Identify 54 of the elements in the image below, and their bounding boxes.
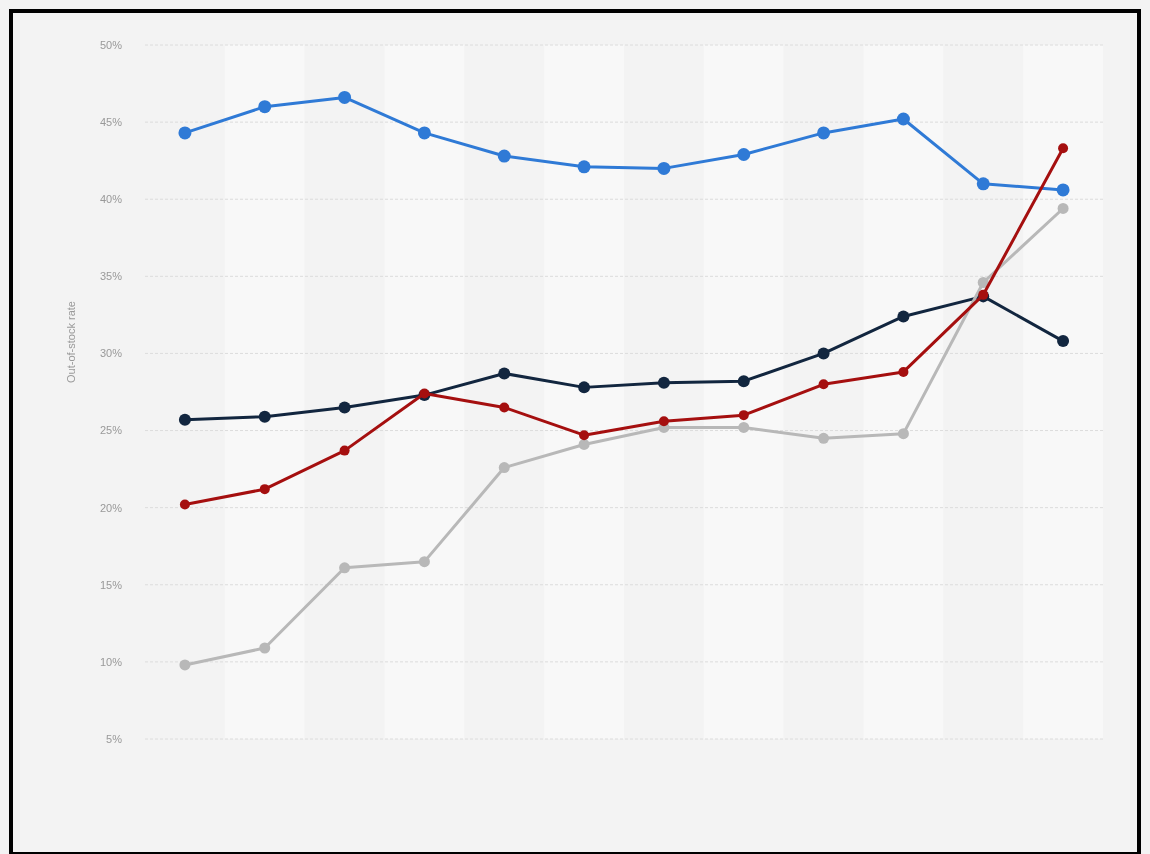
point [977, 277, 989, 288]
point [578, 381, 591, 394]
point [339, 445, 350, 456]
point [579, 430, 590, 441]
point [817, 126, 831, 140]
y-tick-label: 5% [106, 732, 123, 745]
point [657, 376, 670, 389]
point [738, 410, 749, 421]
point [1058, 143, 1069, 154]
point [417, 126, 431, 140]
point [1057, 335, 1070, 348]
point [179, 499, 190, 510]
y-tick-label: 35% [99, 270, 123, 283]
point [896, 112, 910, 126]
point [178, 126, 192, 140]
y-tick-label: 45% [99, 115, 123, 128]
point [658, 416, 669, 427]
y-tick-label: 30% [99, 347, 123, 360]
y-tick-label: 40% [99, 193, 123, 206]
point [818, 432, 830, 444]
point [577, 160, 591, 174]
point [738, 421, 750, 433]
point [258, 410, 271, 423]
point [259, 642, 271, 654]
point [498, 367, 511, 380]
point [976, 177, 990, 191]
point [737, 375, 750, 388]
point [498, 462, 510, 474]
y-tick-label: 50% [99, 38, 123, 51]
point [418, 556, 430, 568]
point [817, 347, 830, 360]
point [1057, 202, 1069, 214]
point [497, 149, 511, 163]
point [338, 90, 352, 104]
y-axis-title: Out-of-stock rate [65, 301, 77, 383]
point [657, 161, 671, 175]
y-tick-label: 15% [99, 578, 123, 591]
point [737, 148, 751, 161]
point [1056, 183, 1070, 197]
point [258, 100, 272, 114]
point [339, 562, 351, 574]
point [578, 438, 590, 450]
point [818, 379, 829, 390]
y-tick-label: 20% [99, 501, 123, 514]
point [499, 402, 510, 413]
point [259, 484, 270, 495]
y-tick-label: 25% [99, 424, 123, 437]
point [179, 659, 191, 671]
point [897, 310, 910, 323]
point [338, 401, 351, 414]
y-tick-label: 10% [99, 655, 123, 668]
point [897, 428, 909, 440]
point [178, 413, 191, 426]
point [898, 366, 909, 377]
